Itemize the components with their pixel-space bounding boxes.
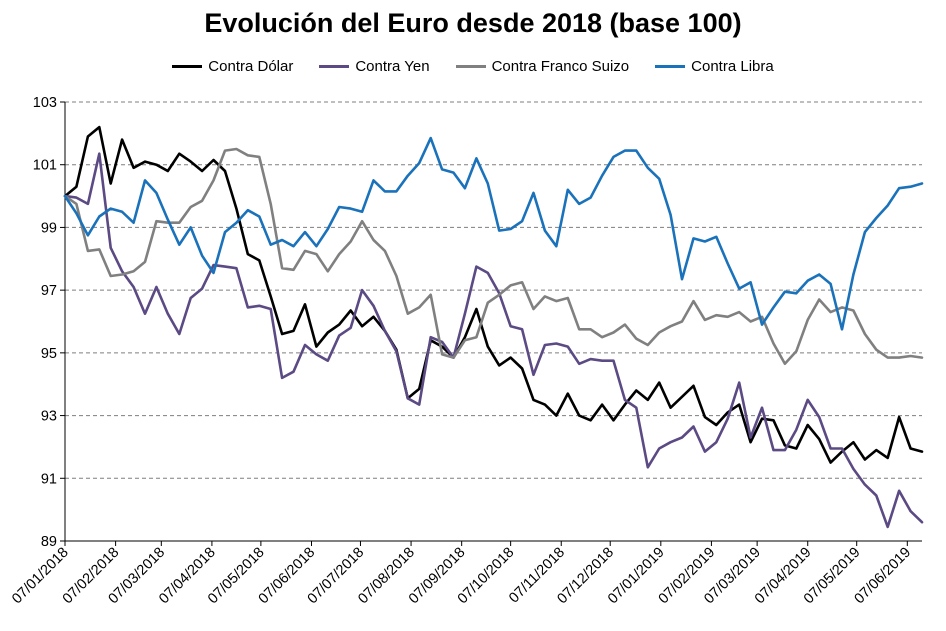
legend-label: Contra Libra [691,58,774,75]
legend-item: Contra Franco Suizo [455,58,630,75]
legend-item: Contra Yen [319,58,430,75]
legend-label: Contra Yen [355,58,430,75]
legend-label: Contra Dólar [208,58,294,75]
legend: Contra Dólar Contra Yen Contra Franco Suiz… [0,58,946,75]
series-line-contra-franco-suizo [63,147,924,366]
y-tick-label: 103 [33,95,57,111]
legend-swatch [655,65,686,68]
y-tick-label: 95 [41,346,57,362]
y-tick-label: 89 [41,534,57,550]
y-tick-label: 91 [41,471,57,487]
series-line-contra-dolar [63,125,924,464]
y-tick-label: 99 [41,220,57,236]
y-tick-label: 97 [41,283,57,299]
series-line-contra-libra [63,136,924,331]
y-tick-label: 101 [33,158,57,174]
y-tick-label: 93 [41,409,57,425]
legend-swatch [319,65,350,68]
series-line-contra-yen [63,152,924,529]
chart-title: Evolución del Euro desde 2018 (base 100) [204,8,742,38]
legend-label: Contra Franco Suizo [491,58,630,75]
legend-swatch [172,65,203,68]
legend-item: Contra Libra [655,58,774,75]
legend-swatch [455,65,486,68]
legend-item: Contra Dólar [172,58,293,75]
